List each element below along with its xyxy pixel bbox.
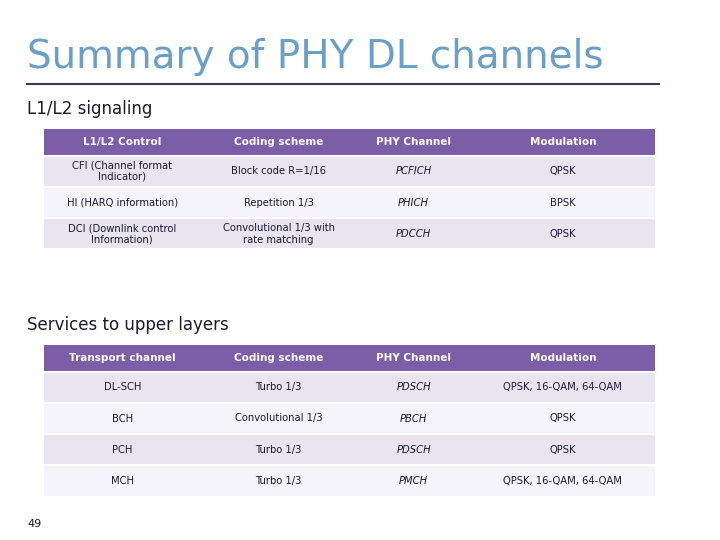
Text: Turbo 1/3: Turbo 1/3: [256, 476, 302, 486]
FancyBboxPatch shape: [200, 403, 357, 434]
Text: Services to upper layers: Services to upper layers: [27, 316, 229, 334]
Text: PHY Channel: PHY Channel: [376, 353, 451, 363]
Text: BCH: BCH: [112, 414, 133, 423]
FancyBboxPatch shape: [357, 372, 471, 403]
Text: CFI (Channel format
Indicator): CFI (Channel format Indicator): [72, 160, 172, 182]
FancyBboxPatch shape: [44, 187, 200, 218]
Text: Turbo 1/3: Turbo 1/3: [256, 382, 302, 392]
FancyBboxPatch shape: [44, 345, 200, 372]
Text: 49: 49: [27, 519, 42, 529]
Text: MCH: MCH: [111, 476, 134, 486]
FancyBboxPatch shape: [471, 129, 655, 156]
Text: DL-SCH: DL-SCH: [104, 382, 141, 392]
FancyBboxPatch shape: [44, 218, 200, 249]
Text: Modulation: Modulation: [530, 353, 596, 363]
Text: QPSK, 16-QAM, 64-QAM: QPSK, 16-QAM, 64-QAM: [503, 382, 622, 392]
FancyBboxPatch shape: [200, 187, 357, 218]
FancyBboxPatch shape: [357, 403, 471, 434]
Text: Repetition 1/3: Repetition 1/3: [243, 198, 314, 207]
Text: Convolutional 1/3 with
rate matching: Convolutional 1/3 with rate matching: [222, 223, 335, 245]
FancyBboxPatch shape: [357, 129, 471, 156]
FancyBboxPatch shape: [44, 465, 200, 497]
FancyBboxPatch shape: [357, 434, 471, 465]
FancyBboxPatch shape: [357, 345, 471, 372]
Text: QPSK: QPSK: [549, 445, 576, 455]
Text: PDSCH: PDSCH: [396, 382, 431, 392]
FancyBboxPatch shape: [200, 465, 357, 497]
FancyBboxPatch shape: [471, 372, 655, 403]
FancyBboxPatch shape: [44, 403, 200, 434]
FancyBboxPatch shape: [471, 156, 655, 187]
Text: Block code R=1/16: Block code R=1/16: [231, 166, 326, 176]
FancyBboxPatch shape: [44, 372, 200, 403]
Text: PDSCH: PDSCH: [396, 445, 431, 455]
Text: L1/L2 signaling: L1/L2 signaling: [27, 100, 153, 118]
Text: QPSK, 16-QAM, 64-QAM: QPSK, 16-QAM, 64-QAM: [503, 476, 622, 486]
Text: QPSK: QPSK: [549, 229, 576, 239]
Text: Transport channel: Transport channel: [69, 353, 176, 363]
Text: Convolutional 1/3: Convolutional 1/3: [235, 414, 323, 423]
Text: PHICH: PHICH: [398, 198, 429, 207]
FancyBboxPatch shape: [357, 187, 471, 218]
Text: PCFICH: PCFICH: [395, 166, 432, 176]
FancyBboxPatch shape: [44, 129, 200, 156]
Text: Summary of PHY DL channels: Summary of PHY DL channels: [27, 38, 604, 76]
FancyBboxPatch shape: [200, 345, 357, 372]
Text: Modulation: Modulation: [530, 137, 596, 147]
FancyBboxPatch shape: [471, 465, 655, 497]
Text: PHY Channel: PHY Channel: [376, 137, 451, 147]
Text: BPSK: BPSK: [550, 198, 576, 207]
Text: HI (HARQ information): HI (HARQ information): [67, 198, 178, 207]
Text: PBCH: PBCH: [400, 414, 428, 423]
FancyBboxPatch shape: [471, 434, 655, 465]
FancyBboxPatch shape: [44, 156, 200, 187]
FancyBboxPatch shape: [200, 218, 357, 249]
FancyBboxPatch shape: [44, 434, 200, 465]
FancyBboxPatch shape: [200, 372, 357, 403]
FancyBboxPatch shape: [471, 345, 655, 372]
Text: Coding scheme: Coding scheme: [234, 137, 323, 147]
FancyBboxPatch shape: [471, 218, 655, 249]
Text: Coding scheme: Coding scheme: [234, 353, 323, 363]
Text: QPSK: QPSK: [549, 414, 576, 423]
FancyBboxPatch shape: [471, 187, 655, 218]
Text: L1/L2 Control: L1/L2 Control: [83, 137, 161, 147]
FancyBboxPatch shape: [357, 156, 471, 187]
FancyBboxPatch shape: [357, 218, 471, 249]
FancyBboxPatch shape: [200, 129, 357, 156]
FancyBboxPatch shape: [200, 434, 357, 465]
Text: DCI (Downlink control
Information): DCI (Downlink control Information): [68, 223, 176, 245]
Text: QPSK: QPSK: [549, 166, 576, 176]
Text: Turbo 1/3: Turbo 1/3: [256, 445, 302, 455]
FancyBboxPatch shape: [200, 156, 357, 187]
Text: PDCCH: PDCCH: [396, 229, 431, 239]
Text: PCH: PCH: [112, 445, 132, 455]
FancyBboxPatch shape: [471, 403, 655, 434]
FancyBboxPatch shape: [357, 465, 471, 497]
Text: PMCH: PMCH: [399, 476, 428, 486]
